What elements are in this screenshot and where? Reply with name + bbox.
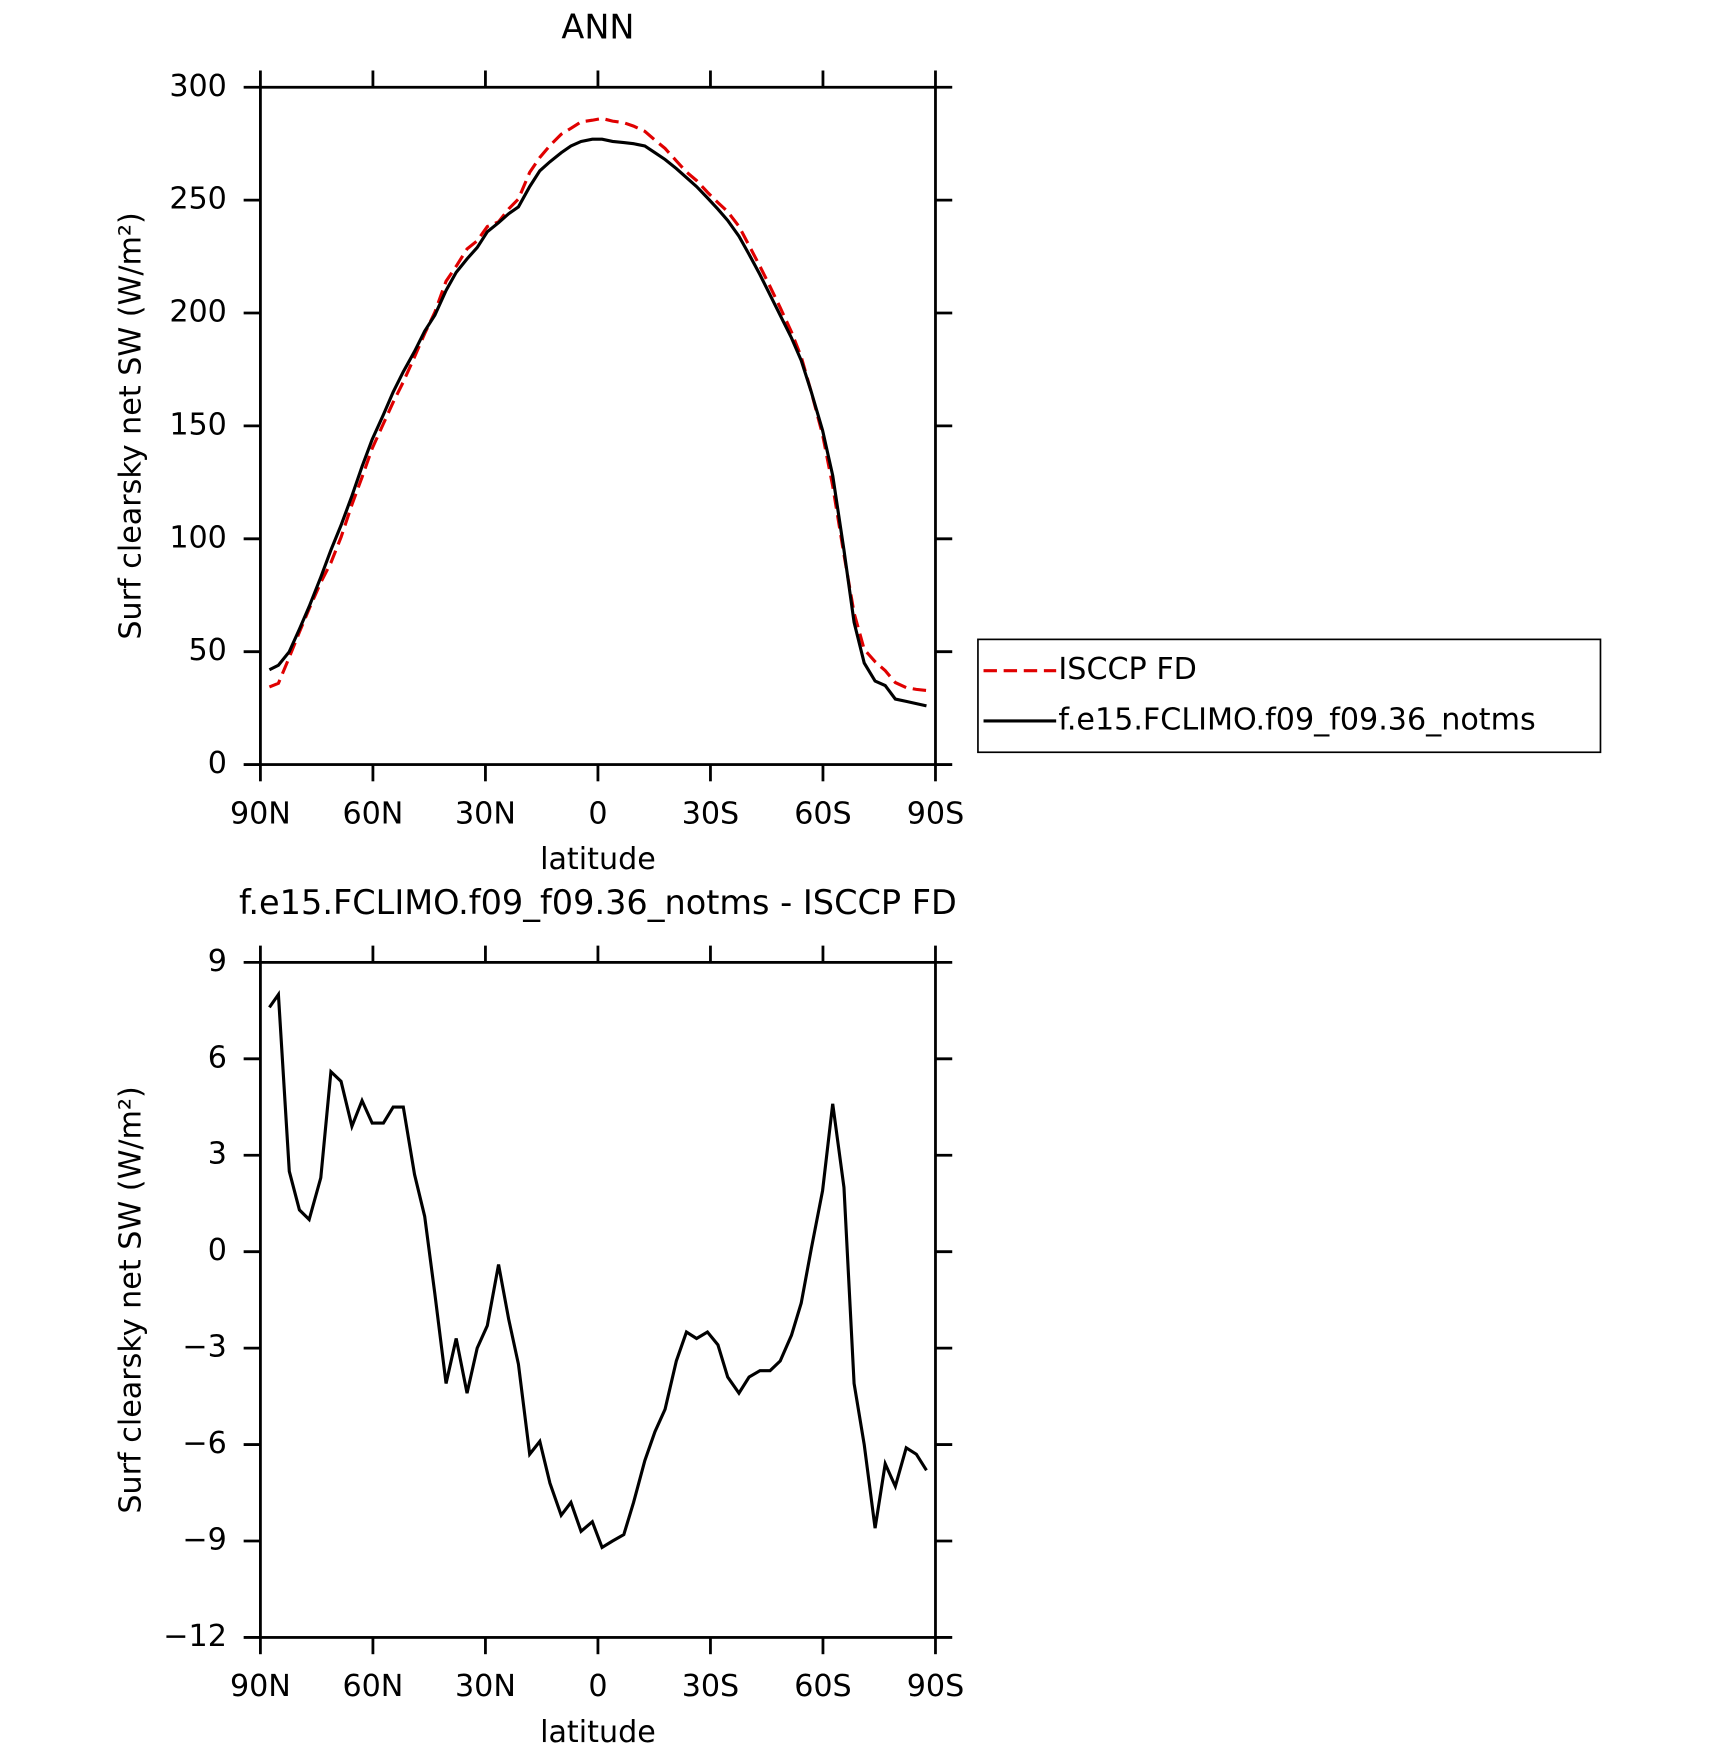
x-axis-label: latitude: [540, 842, 656, 877]
y-tick-label: 0: [208, 1233, 227, 1268]
x-tick-label: 0: [588, 1669, 607, 1704]
x-tick-label: 30N: [455, 1669, 516, 1704]
x-tick-label: 30S: [682, 796, 740, 831]
y-tick-label: −9: [182, 1523, 226, 1558]
x-tick-label: 60S: [794, 1669, 852, 1704]
x-tick-label: 0: [588, 796, 607, 831]
y-tick-label: 250: [169, 182, 227, 217]
legend-label: ISCCP FD: [1058, 652, 1197, 687]
y-tick-label: 200: [169, 295, 227, 330]
x-tick-label: 90S: [907, 1669, 965, 1704]
chart-title: f.e15.FCLIMO.f09_f09.36_notms - ISCCP FD: [239, 883, 957, 922]
y-tick-label: 0: [208, 746, 227, 781]
legend-box: [977, 638, 1602, 754]
x-tick-label: 30S: [682, 1669, 740, 1704]
data-line: [268, 989, 928, 1550]
data-line: [268, 137, 927, 708]
legend-label: f.e15.FCLIMO.f09_f09.36_notms: [1058, 702, 1535, 737]
y-tick-label: 3: [208, 1137, 227, 1172]
y-axis-label: Surf clearsky net SW (W/m²): [113, 212, 148, 639]
data-line: [268, 116, 927, 693]
y-tick-label: −3: [182, 1330, 226, 1365]
y-tick-label: −12: [163, 1619, 227, 1654]
y-tick-label: 150: [169, 407, 227, 442]
chart-title: ANN: [561, 8, 634, 47]
x-tick-label: 90N: [230, 1669, 291, 1704]
y-tick-label: 6: [208, 1040, 227, 1075]
x-tick-label: 60N: [342, 1669, 403, 1704]
plot-frame: [259, 85, 937, 766]
y-axis-label: Surf clearsky net SW (W/m²): [113, 1086, 148, 1513]
x-tick-label: 60S: [794, 796, 852, 831]
x-tick-label: 30N: [455, 796, 516, 831]
y-tick-label: 9: [208, 944, 227, 979]
x-tick-label: 90N: [230, 796, 291, 831]
y-tick-label: 50: [189, 633, 227, 668]
y-tick-label: 100: [169, 520, 227, 555]
x-tick-label: 60N: [342, 796, 403, 831]
y-tick-label: 300: [169, 69, 227, 104]
x-axis-label: latitude: [540, 1715, 656, 1750]
x-tick-label: 90S: [907, 796, 965, 831]
y-tick-label: −6: [182, 1426, 226, 1461]
